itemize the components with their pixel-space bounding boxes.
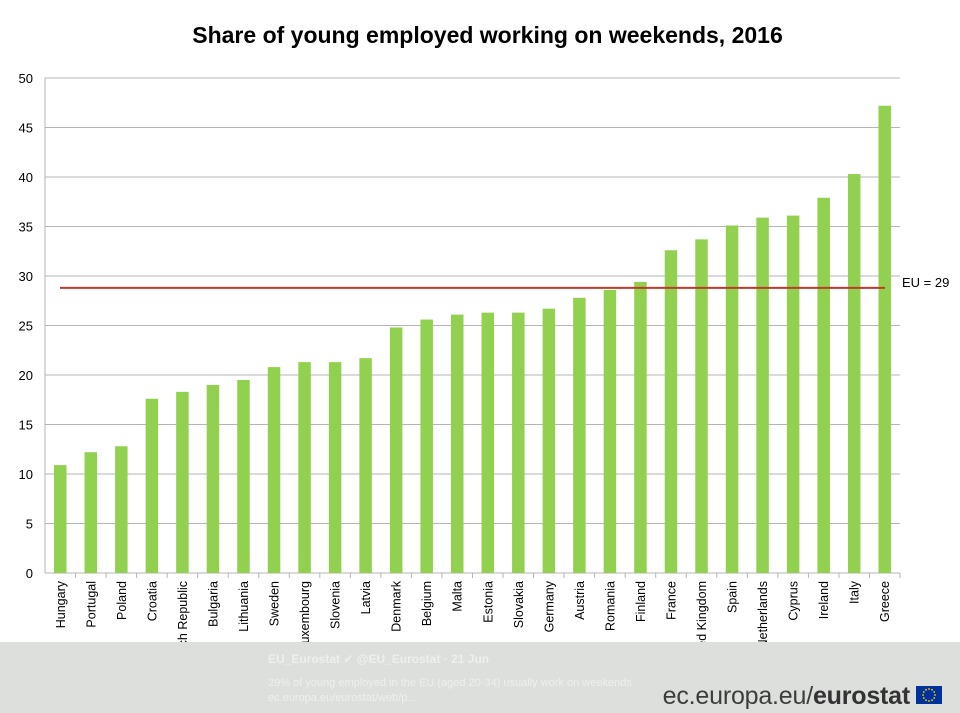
bar [664, 250, 678, 573]
x-tick-label: Austria [573, 581, 587, 620]
bar [450, 314, 464, 573]
bar [756, 217, 769, 573]
x-tick-label: Poland [115, 581, 129, 620]
bar [328, 362, 342, 573]
brand-suffix: eurostat [812, 682, 910, 710]
x-tick-label: Slovenia [329, 581, 343, 629]
y-tick-label: 50 [19, 71, 33, 86]
bar [298, 362, 311, 573]
bar [542, 308, 556, 573]
x-tick-label: Finland [634, 581, 648, 622]
bar [206, 384, 220, 573]
y-axis-tick-labels: 0 5 10 15 20 25 30 35 40 45 50 [19, 71, 33, 581]
x-tick-label: Denmark [390, 580, 404, 631]
x-tick-label: Czech Republic [176, 581, 190, 642]
x-tick-label: Malta [451, 581, 465, 612]
y-tick-label: 20 [19, 368, 33, 383]
footer-banner: EU_Eurostat ✔ @EU_Eurostat · 21 Jun 29% … [0, 642, 960, 713]
x-tick-label: Spain [726, 581, 740, 613]
x-tick-label: Croatia [145, 581, 159, 621]
x-tick-label: France [664, 581, 678, 620]
x-tick-label: Italy [848, 580, 862, 604]
y-tick-label: 35 [19, 220, 33, 235]
x-tick-label: Sweden [268, 581, 282, 626]
bar [84, 452, 98, 573]
x-tick-label: Lithuania [237, 581, 251, 632]
x-tick-label: Luxembourg [298, 581, 312, 642]
y-tick-label: 30 [19, 269, 33, 284]
eu-average-reference: EU = 29 [60, 275, 949, 290]
x-tick-label: Portugal [84, 581, 98, 628]
x-tick-label: Romania [603, 581, 617, 631]
bar [573, 297, 586, 573]
x-tick-label: Germany [542, 580, 556, 632]
x-tick-label: Bulgaria [206, 581, 220, 627]
y-tick-label: 0 [26, 566, 33, 581]
bar [237, 379, 250, 573]
y-tick-label: 10 [19, 467, 33, 482]
bar [695, 239, 708, 573]
bar [359, 358, 372, 573]
bar [145, 398, 159, 573]
y-tick-label: 40 [19, 170, 33, 185]
x-tick-label: Hungary [54, 580, 68, 628]
bar [725, 225, 739, 573]
gridlines [44, 77, 901, 578]
bar [481, 312, 495, 573]
x-tick-label: Latvia [359, 581, 373, 614]
bar [512, 312, 525, 573]
bar [176, 391, 189, 573]
bar [878, 105, 891, 573]
bar [267, 367, 281, 573]
eu-average-label: EU = 29 [902, 275, 949, 290]
y-tick-label: 15 [19, 418, 33, 433]
x-tick-label: Ireland [817, 581, 831, 619]
x-tick-label: Belgium [420, 581, 434, 626]
x-tick-label: Netherlands [756, 581, 770, 642]
x-tick-label: Cyprus [787, 581, 801, 621]
bar [786, 215, 800, 574]
y-tick-label: 45 [19, 121, 33, 136]
x-tick-label: Greece [878, 581, 892, 622]
brand-prefix: ec.europa.eu/ [662, 682, 813, 710]
x-axis-tick-labels: Hungary Portugal Poland Croatia Czech Republ… [54, 580, 892, 642]
bar [817, 197, 830, 574]
x-tick-label: Estonia [481, 581, 495, 623]
tweet-text: 29% of young employed in the EU (aged 20… [268, 677, 632, 704]
x-tick-label: United Kingdom [695, 581, 709, 642]
bar [420, 319, 433, 573]
bar [389, 327, 403, 573]
bar [54, 465, 67, 573]
x-tick-label: Slovakia [512, 581, 526, 628]
bar-chart: 0 5 10 15 20 25 30 35 40 45 50 Hungary Portugal Pola… [19, 71, 950, 642]
y-tick-label: 5 [26, 517, 33, 532]
chart-title: Share of young employed working on weeke… [192, 22, 783, 48]
y-tick-label: 25 [19, 319, 33, 334]
bar [115, 446, 128, 573]
bar [847, 174, 861, 573]
tweet-author: EU_Eurostat ✔ @EU_Eurostat · 21 Jun [268, 652, 490, 666]
bar [634, 281, 647, 573]
eurostat-brand: ec.europa.eu/eurostat [662, 682, 911, 711]
eu-flag-icon [916, 686, 942, 704]
bars [54, 105, 891, 574]
bar [603, 289, 617, 573]
